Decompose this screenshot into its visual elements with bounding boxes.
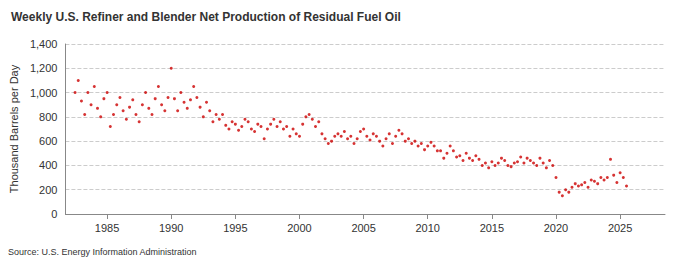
svg-text:Source: U.S. Energy Informatio: Source: U.S. Energy Information Administ… — [8, 247, 197, 257]
svg-text:0: 0 — [51, 208, 57, 220]
svg-text:1995: 1995 — [223, 222, 247, 234]
svg-text:Thousand Barrels per Day: Thousand Barrels per Day — [8, 64, 20, 193]
svg-text:1,200: 1,200 — [30, 62, 58, 74]
svg-text:200: 200 — [39, 184, 57, 196]
svg-text:400: 400 — [39, 159, 57, 171]
svg-text:2020: 2020 — [544, 222, 568, 234]
svg-text:1990: 1990 — [159, 222, 183, 234]
svg-text:2010: 2010 — [415, 222, 439, 234]
svg-text:Weekly U.S. Refiner and Blende: Weekly U.S. Refiner and Blender Net Prod… — [11, 10, 401, 24]
svg-text:800: 800 — [39, 111, 57, 123]
svg-text:1,000: 1,000 — [30, 87, 58, 99]
svg-text:2025: 2025 — [608, 222, 632, 234]
svg-text:2000: 2000 — [287, 222, 311, 234]
svg-text:1985: 1985 — [95, 222, 119, 234]
svg-text:2015: 2015 — [480, 222, 504, 234]
svg-text:600: 600 — [39, 135, 57, 147]
svg-text:1,400: 1,400 — [30, 38, 58, 50]
svg-text:2005: 2005 — [351, 222, 375, 234]
